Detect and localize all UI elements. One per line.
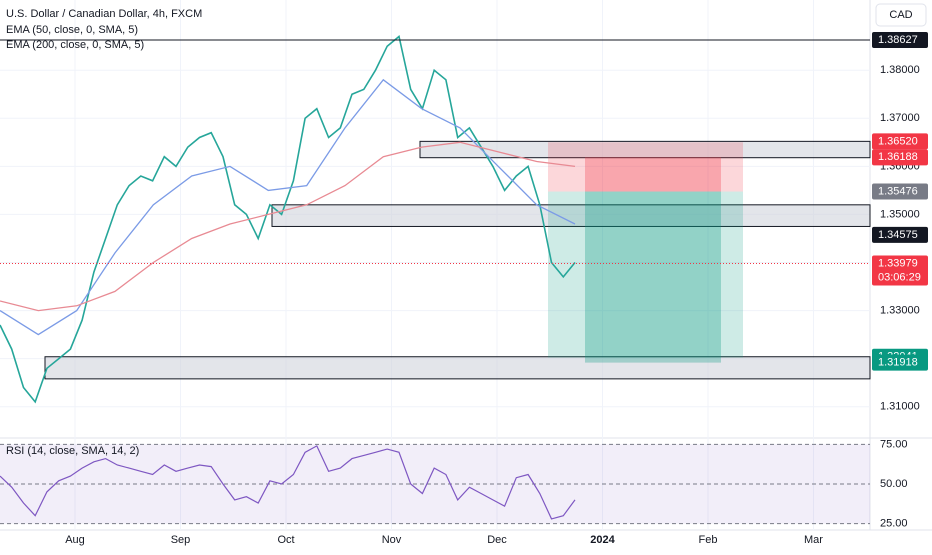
price-label: 1.31918: [878, 357, 918, 369]
target-zone-inner: [585, 191, 721, 363]
price-label: 1.35476: [878, 185, 918, 197]
x-tick-label: Oct: [277, 534, 294, 546]
rsi-line: [0, 445, 576, 520]
chart-title: U.S. Dollar / Canadian Dollar, 4h, FXCM: [6, 8, 202, 20]
zone: [44, 356, 871, 380]
price-label-box: [872, 149, 928, 166]
y-tick-label: 1.33000: [880, 304, 920, 316]
price-label: 1.36188: [878, 151, 918, 163]
price-label-box: [872, 255, 928, 286]
x-tick-label: Aug: [65, 534, 85, 546]
currency[interactable]: CAD: [889, 9, 912, 21]
rsi-tick-label: 25.00: [880, 518, 908, 530]
price-label-box: [872, 32, 928, 49]
countdown: 03:06:29: [878, 271, 921, 283]
stop-zone-inner: [585, 157, 721, 192]
y-tick-label: 1.35000: [880, 208, 920, 220]
price-label-box: [872, 133, 928, 150]
x-tick-label: Sep: [171, 534, 191, 546]
indicator-label: EMA (50, close, 0, SMA, 5): [6, 24, 138, 36]
y-tick-label: 1.38000: [880, 64, 920, 76]
price-label-box: [872, 226, 928, 243]
price-label-box: [872, 183, 928, 200]
x-tick-label: Mar: [804, 534, 823, 546]
zone: [419, 140, 871, 159]
x-tick-label: 2024: [590, 534, 615, 546]
currency-button[interactable]: [875, 3, 927, 27]
rsi-tick-label: 75.00: [880, 438, 908, 450]
x-tick-label: Dec: [487, 534, 507, 546]
x-tick-label: Feb: [699, 534, 718, 546]
price-label-box: [872, 354, 928, 371]
ema-line: [0, 141, 576, 312]
y-tick-label: 1.31000: [880, 401, 920, 413]
zone: [271, 204, 871, 227]
y-tick-label: 1.37000: [880, 112, 920, 124]
rsi-tick-label: 50.00: [880, 478, 908, 490]
x-tick-label: Nov: [382, 534, 402, 546]
rsi-title: RSI (14, close, SMA, 14, 2): [6, 445, 139, 457]
price-label: 1.36520: [878, 135, 918, 147]
price-label: 1.34575: [878, 229, 918, 241]
indicator-label: EMA (200, close, 0, SMA, 5): [6, 39, 144, 51]
price-label: 1.38627: [878, 34, 918, 46]
target-zone: [548, 191, 743, 358]
price-label: 1.33979: [878, 257, 918, 269]
price-line: [0, 35, 576, 404]
stop-zone: [548, 142, 743, 192]
